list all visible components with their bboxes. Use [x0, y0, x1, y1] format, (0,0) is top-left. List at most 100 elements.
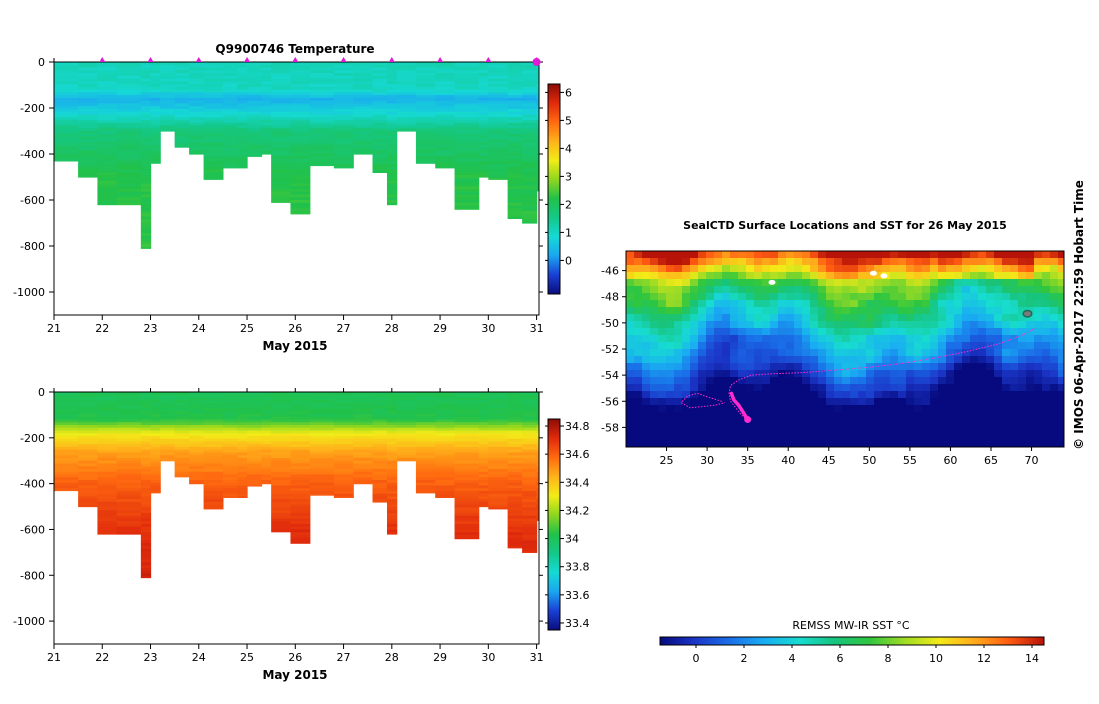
sst-cell	[978, 433, 987, 441]
profile-cell	[386, 452, 398, 456]
profile-cell	[116, 526, 142, 531]
profile-cell	[522, 111, 538, 116]
profile-cell	[309, 422, 335, 426]
sst-cell	[922, 279, 931, 287]
profile-cell	[150, 468, 161, 473]
profile-cell	[97, 392, 118, 396]
sst-cell	[994, 377, 1003, 385]
profile-cell	[386, 422, 398, 426]
sst-cell	[930, 363, 939, 371]
profile-cell	[271, 95, 292, 99]
profile-cell	[488, 147, 509, 151]
sst-cell	[834, 328, 843, 336]
sst-cell	[690, 314, 699, 322]
sst-cell	[946, 307, 955, 315]
profile-cell	[386, 64, 398, 69]
profile-cell	[247, 62, 263, 66]
profile-cell	[478, 155, 489, 160]
profile-cell	[150, 460, 161, 465]
profile-cell	[189, 64, 205, 69]
profile-cell	[174, 67, 190, 71]
profile-cell	[189, 119, 205, 124]
sst-cell	[802, 279, 811, 287]
sst-cell	[930, 440, 939, 447]
sst-cell	[874, 300, 883, 308]
sst-cell	[626, 405, 635, 413]
sst-cell	[898, 363, 907, 371]
profile-cell	[54, 460, 79, 465]
profile-cell	[507, 164, 523, 168]
sst-cell	[930, 272, 939, 280]
sst-cell	[762, 335, 771, 343]
sst-cell	[970, 370, 979, 378]
sst-cell	[690, 335, 699, 343]
profile-cell	[386, 169, 398, 173]
profile-cell	[435, 89, 456, 93]
profile-cell	[54, 438, 79, 443]
profile-cell	[478, 433, 489, 437]
sst-cell	[922, 258, 931, 266]
sst-cell	[714, 356, 723, 364]
profile-cell	[386, 496, 398, 500]
profile-cell	[309, 424, 335, 429]
sst-cell	[826, 258, 835, 266]
sst-cell	[770, 265, 779, 273]
sst-cell	[754, 398, 763, 406]
profile-cell	[333, 394, 354, 399]
sst-cell	[802, 440, 811, 447]
profile-cell	[116, 62, 142, 66]
sst-cell	[874, 349, 883, 357]
sst-cell	[786, 335, 795, 343]
sst-cell	[690, 321, 699, 329]
sst-cell	[1018, 307, 1027, 315]
sst-cell	[1018, 293, 1027, 301]
profile-cell	[488, 100, 509, 104]
profile-cell	[386, 144, 398, 149]
profile-cell	[386, 507, 398, 511]
profile-cell	[454, 490, 480, 495]
sst-cell	[826, 356, 835, 364]
profile-cell	[435, 75, 456, 80]
profile-column	[309, 392, 335, 496]
profile-cell	[160, 128, 176, 132]
sst-cell	[938, 286, 947, 294]
profile-cell	[160, 449, 176, 454]
sst-cell	[858, 307, 867, 315]
profile-cell	[309, 114, 335, 118]
sst-cell	[898, 412, 907, 420]
sst-cell	[834, 293, 843, 301]
profile-cell	[54, 81, 79, 85]
sst-cell	[1034, 440, 1043, 447]
sst-cell	[882, 307, 891, 315]
sst-cell	[794, 300, 803, 308]
profile-cell	[222, 142, 238, 146]
profile-cell	[97, 482, 118, 487]
profile-cell	[54, 64, 79, 69]
sst-cell	[978, 272, 987, 280]
profile-cell	[290, 422, 311, 426]
profile-cell	[160, 430, 176, 434]
sst-cell	[818, 405, 827, 413]
sst-cell	[658, 391, 667, 399]
profile-cell	[333, 452, 354, 456]
profile-cell	[333, 119, 354, 124]
profile-cell	[372, 155, 388, 160]
profile-cell	[78, 139, 99, 143]
profile-cell	[97, 89, 118, 93]
profile-cell	[454, 155, 480, 160]
profile-cell	[415, 441, 436, 445]
sst-cell	[706, 314, 715, 322]
profile-cell	[290, 408, 311, 412]
sst-cell	[746, 342, 755, 350]
sst-cell	[650, 300, 659, 308]
profile-cell	[415, 150, 436, 154]
sst-cell	[682, 328, 691, 336]
profile-cell	[507, 139, 523, 143]
profile-cell	[189, 394, 205, 399]
profile-cell	[78, 111, 99, 116]
sst-cell	[722, 412, 731, 420]
profile-cell	[261, 416, 272, 421]
profile-cell	[507, 460, 523, 465]
profile-cell	[522, 477, 538, 481]
profile-cell	[435, 446, 456, 451]
